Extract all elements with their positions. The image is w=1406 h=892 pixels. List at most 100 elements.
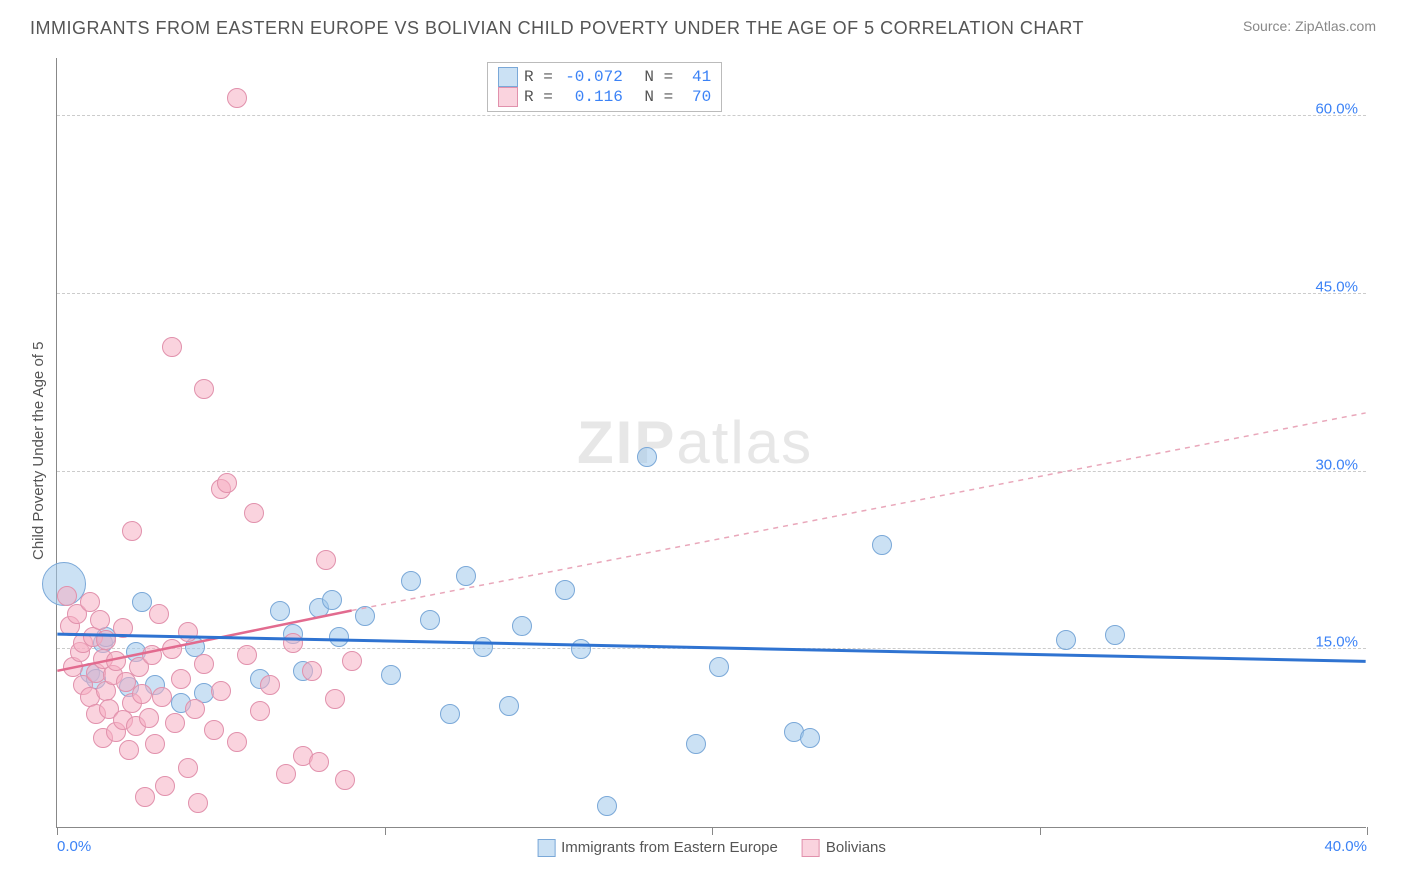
x-tick-label: 40.0%: [1324, 838, 1367, 855]
gridline-h: [57, 115, 1366, 116]
gridline-h: [57, 471, 1366, 472]
x-tick: [385, 827, 386, 835]
series2-marker: [237, 645, 257, 665]
series2-marker: [178, 622, 198, 642]
series1-r-value: -0.072: [559, 68, 623, 86]
series2-marker: [113, 618, 133, 638]
series2-marker: [194, 379, 214, 399]
series2-marker: [162, 639, 182, 659]
series2-marker: [188, 793, 208, 813]
series2-marker: [162, 337, 182, 357]
series1-marker: [709, 657, 729, 677]
series2-swatch-icon: [802, 839, 820, 857]
y-axis-label: Child Poverty Under the Age of 5: [30, 342, 47, 560]
series1-marker: [1056, 630, 1076, 650]
series1-marker: [499, 696, 519, 716]
series2-marker: [135, 787, 155, 807]
series2-marker: [250, 701, 270, 721]
series1-marker: [329, 627, 349, 647]
series2-marker: [244, 503, 264, 523]
watermark-bold: ZIP: [577, 409, 676, 476]
x-tick: [712, 827, 713, 835]
series2-marker: [316, 550, 336, 570]
series2-marker: [260, 675, 280, 695]
series2-marker: [178, 758, 198, 778]
watermark: ZIPatlas: [577, 408, 813, 477]
series2-marker: [211, 681, 231, 701]
series1-swatch-icon: [498, 67, 518, 87]
source-label: Source: ZipAtlas.com: [1243, 18, 1376, 34]
series1-marker: [637, 447, 657, 467]
series2-n-value: 70: [679, 88, 711, 106]
r-label: R =: [524, 88, 553, 106]
series1-marker: [401, 571, 421, 591]
series2-marker: [342, 651, 362, 671]
n-label: N =: [644, 88, 673, 106]
series2-r-value: 0.116: [559, 88, 623, 106]
series2-marker: [204, 720, 224, 740]
series2-marker: [185, 699, 205, 719]
series1-marker: [1105, 625, 1125, 645]
stats-row-series2: R = 0.116 N = 70: [498, 87, 711, 107]
stats-row-series1: R = -0.072 N = 41: [498, 67, 711, 87]
series2-marker: [335, 770, 355, 790]
series1-marker: [571, 639, 591, 659]
watermark-thin: atlas: [676, 409, 813, 476]
series2-legend-label: Bolivians: [826, 839, 886, 856]
y-tick-label: 45.0%: [1315, 278, 1358, 295]
correlation-stats-box: R = -0.072 N = 41 R = 0.116 N = 70: [487, 62, 722, 112]
series1-marker: [555, 580, 575, 600]
series2-marker: [122, 521, 142, 541]
series2-marker: [302, 661, 322, 681]
series1-legend-label: Immigrants from Eastern Europe: [561, 839, 778, 856]
series2-marker: [152, 687, 172, 707]
series2-marker: [217, 473, 237, 493]
series2-marker: [149, 604, 169, 624]
y-tick-label: 30.0%: [1315, 456, 1358, 473]
series2-marker: [155, 776, 175, 796]
series2-marker: [132, 684, 152, 704]
series2-marker: [165, 713, 185, 733]
y-tick-label: 60.0%: [1315, 101, 1358, 118]
y-tick-label: 15.0%: [1315, 634, 1358, 651]
chart-plot-area: ZIPatlas R = -0.072 N = 41 R = 0.116 N =…: [56, 58, 1366, 828]
series1-marker: [473, 637, 493, 657]
series2-marker: [325, 689, 345, 709]
series2-marker: [227, 732, 247, 752]
series1-swatch-icon: [537, 839, 555, 857]
series2-marker: [171, 669, 191, 689]
series2-marker: [106, 651, 126, 671]
series2-marker: [119, 740, 139, 760]
series2-marker: [142, 645, 162, 665]
series1-marker: [512, 616, 532, 636]
series1-marker: [381, 665, 401, 685]
r-label: R =: [524, 68, 553, 86]
x-tick: [57, 827, 58, 835]
series1-marker: [800, 728, 820, 748]
series2-marker: [309, 752, 329, 772]
series2-marker: [90, 610, 110, 630]
series1-marker: [872, 535, 892, 555]
series2-marker: [139, 708, 159, 728]
series1-marker: [440, 704, 460, 724]
n-label: N =: [644, 68, 673, 86]
series1-marker: [686, 734, 706, 754]
legend-item-series1: Immigrants from Eastern Europe: [537, 839, 778, 857]
bottom-legend: Immigrants from Eastern Europe Bolivians: [537, 839, 886, 857]
series1-marker: [456, 566, 476, 586]
chart-title: IMMIGRANTS FROM EASTERN EUROPE VS BOLIVI…: [30, 18, 1084, 39]
series1-marker: [420, 610, 440, 630]
x-tick: [1367, 827, 1368, 835]
series1-n-value: 41: [679, 68, 711, 86]
x-tick: [1040, 827, 1041, 835]
series2-marker: [276, 764, 296, 784]
x-tick-label: 0.0%: [57, 838, 91, 855]
series2-marker: [227, 88, 247, 108]
series1-marker: [597, 796, 617, 816]
legend-item-series2: Bolivians: [802, 839, 886, 857]
series2-marker: [283, 633, 303, 653]
series1-marker: [355, 606, 375, 626]
series2-marker: [194, 654, 214, 674]
gridline-h: [57, 293, 1366, 294]
series1-marker: [270, 601, 290, 621]
